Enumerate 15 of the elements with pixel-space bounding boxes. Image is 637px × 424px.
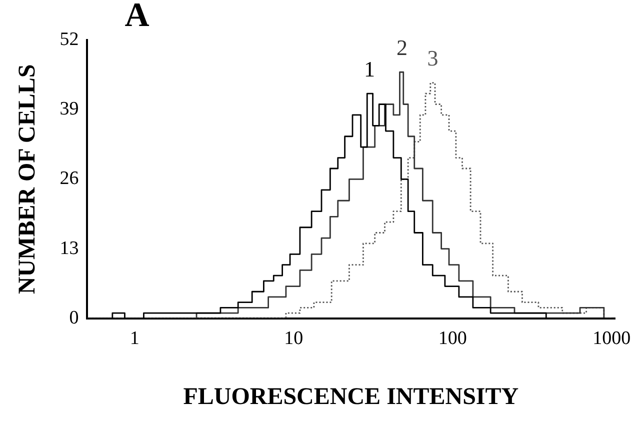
- x-tick-label: 100: [438, 328, 467, 349]
- y-tick-label: 39: [60, 98, 79, 120]
- y-tick-label: 13: [60, 238, 79, 259]
- x-tick-label: 1000: [592, 328, 631, 349]
- x-tick-label: 1: [130, 328, 140, 349]
- chart-title: A: [124, 0, 150, 34]
- y-tick-label: 52: [60, 28, 79, 50]
- series-label: 1: [364, 56, 376, 82]
- series-label: 2: [396, 34, 408, 60]
- y-axis-title: NUMBER OF CELLS: [14, 64, 41, 294]
- x-tick-label: 10: [284, 328, 304, 349]
- y-tick-label: 26: [60, 168, 79, 190]
- x-axis-title: FLUORESCENCE INTENSITY: [183, 384, 519, 410]
- y-tick-label: 0: [69, 307, 79, 328]
- series-label: 3: [427, 46, 438, 71]
